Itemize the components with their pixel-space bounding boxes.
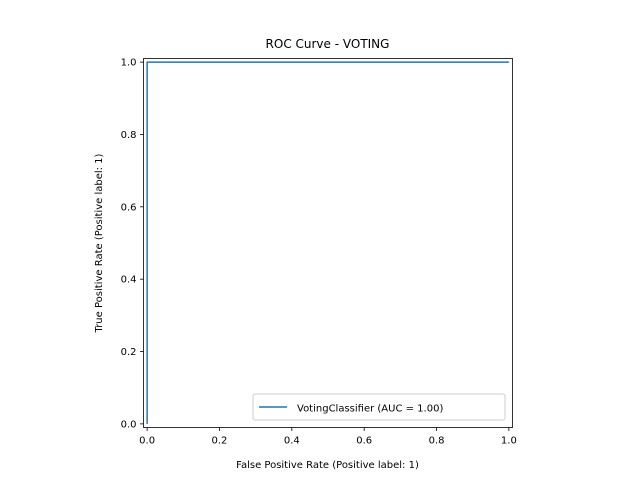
plot-frame xyxy=(143,58,513,428)
y-tick-label: 0.2 xyxy=(121,347,137,358)
x-tick-label: 0.8 xyxy=(429,436,445,447)
x-tick-label: 0.2 xyxy=(212,436,228,447)
y-axis-ticks: 0.0 0.2 0.4 0.6 0.8 1.0 xyxy=(121,58,144,430)
legend-label: VotingClassifier (AUC = 1.00) xyxy=(297,404,443,415)
y-tick-label: 0.4 xyxy=(121,275,137,286)
roc-curve-line xyxy=(146,61,509,424)
y-tick-label: 0.0 xyxy=(121,419,137,430)
y-tick-label: 0.8 xyxy=(121,130,137,141)
legend: VotingClassifier (AUC = 1.00) xyxy=(252,393,506,421)
x-axis-label: False Positive Rate (Positive label: 1) xyxy=(236,460,419,471)
x-tick-label: 1.0 xyxy=(501,436,517,447)
y-tick-label: 0.6 xyxy=(121,202,137,213)
x-tick-label: 0.0 xyxy=(139,436,155,447)
y-tick-label: 1.0 xyxy=(121,58,137,69)
y-axis-label: True Positive Rate (Positive label: 1) xyxy=(94,153,105,333)
x-tick-label: 0.4 xyxy=(284,436,300,447)
series-layer xyxy=(146,61,509,424)
x-axis-ticks: 0.0 0.2 0.4 0.6 0.8 1.0 xyxy=(139,427,517,447)
chart-title: ROC Curve - VOTING xyxy=(266,37,390,51)
x-tick-label: 0.6 xyxy=(356,436,372,447)
legend-box xyxy=(252,393,506,421)
